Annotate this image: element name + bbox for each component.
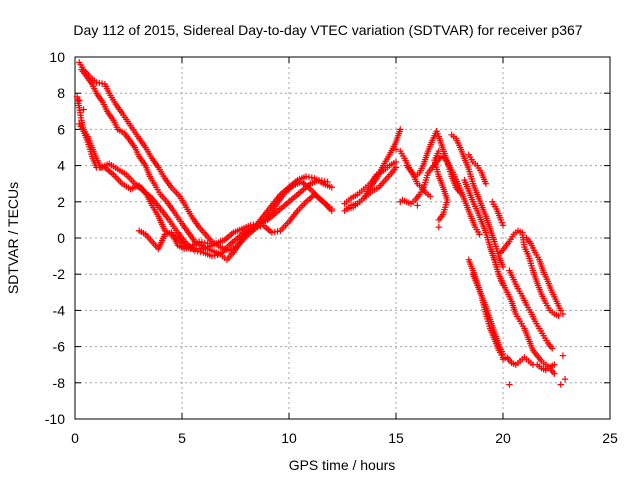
chart-title: Day 112 of 2015, Sidereal Day-to-day VTE…: [73, 22, 582, 38]
data-point: [328, 184, 335, 191]
data-marks: [73, 59, 569, 388]
data-point: [208, 252, 216, 260]
data-point: [93, 79, 100, 86]
data-point: [561, 375, 569, 383]
y-tick-label: -10: [45, 411, 65, 427]
data-point: [247, 222, 254, 229]
data-point: [76, 97, 83, 104]
y-tick-label: -2: [53, 266, 66, 282]
data-point: [482, 180, 490, 187]
data-point: [392, 158, 400, 166]
x-tick-labels: 0 5 10 15 20 25: [71, 430, 618, 446]
data-point: [250, 221, 257, 228]
data-point: [198, 239, 206, 246]
y-tick-label: 0: [57, 230, 65, 246]
data-point: [559, 352, 567, 359]
y-tick-label: 10: [49, 49, 65, 65]
data-point: [315, 176, 323, 184]
data-point: [499, 263, 507, 271]
x-tick-label: 25: [602, 430, 618, 446]
data-point: [274, 228, 281, 235]
y-tick-label: 6: [57, 121, 65, 137]
data-point: [549, 345, 556, 352]
x-tick-label: 10: [281, 430, 297, 446]
data-point: [98, 80, 106, 87]
data-point: [414, 202, 421, 209]
data-point: [318, 177, 326, 184]
data-point: [499, 222, 507, 229]
data-point: [435, 223, 442, 231]
data-point: [435, 216, 442, 224]
x-axis-label: GPS time / hours: [289, 457, 396, 473]
data-point: [392, 146, 400, 153]
data-point: [392, 164, 400, 171]
data-point: [324, 178, 331, 186]
data-point: [197, 248, 204, 256]
data-point: [195, 245, 203, 253]
y-tick-labels: -10 -8 -6 -4 -2 0 2 4 6 8 10: [45, 49, 65, 427]
x-tick-label: 5: [178, 430, 186, 446]
x-tick-label: 0: [71, 430, 79, 446]
data-point: [198, 245, 206, 252]
data-point: [397, 126, 404, 133]
data-point: [321, 178, 328, 185]
data-point: [80, 106, 87, 113]
data-point: [506, 381, 513, 388]
data-point: [551, 361, 558, 368]
grid-layer: [75, 57, 610, 419]
data-point: [195, 238, 203, 245]
data-point: [268, 229, 276, 236]
data-point: [96, 79, 103, 87]
data-point: [476, 231, 483, 238]
data-point: [271, 228, 278, 236]
data-point: [305, 173, 313, 181]
data-point: [397, 198, 404, 205]
y-axis-label: SDTVAR / TECUs: [5, 182, 21, 294]
y-tick-label: -6: [53, 339, 66, 355]
data-point: [302, 173, 310, 180]
data-point: [557, 381, 564, 388]
data-point: [555, 312, 562, 320]
y-tick-label: 4: [57, 158, 65, 174]
plot-frame: [74, 56, 611, 420]
data-point: [201, 239, 209, 247]
data-point: [328, 207, 335, 215]
x-tick-label: 20: [495, 430, 511, 446]
x-tick-label: 15: [388, 430, 404, 446]
y-tick-label: 8: [57, 85, 65, 101]
data-point: [211, 252, 219, 259]
data-point: [308, 174, 316, 181]
y-tick-label: -8: [53, 375, 66, 391]
data-point: [551, 370, 558, 377]
data-point: [214, 251, 221, 259]
data-point: [427, 193, 434, 200]
y-tick-label: 2: [57, 194, 65, 210]
data-point: [557, 307, 564, 314]
y-tick-label: -4: [53, 302, 66, 318]
data-point: [252, 220, 260, 228]
data-point: [204, 240, 211, 247]
data-point: [559, 310, 567, 318]
